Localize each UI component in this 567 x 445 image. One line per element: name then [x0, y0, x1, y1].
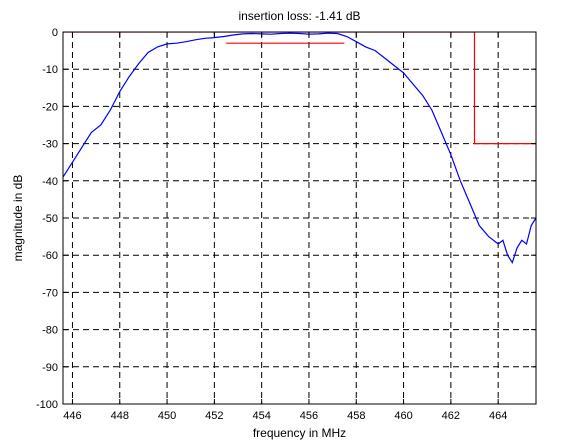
x-tick-label: 448: [111, 410, 129, 422]
series-layer: [63, 32, 536, 264]
series-stopband-mask-line: [63, 32, 536, 145]
y-tick-label: -90: [42, 362, 58, 374]
y-tick-label: -20: [42, 101, 58, 113]
series-response-line: [63, 32, 536, 264]
y-axis: 0 -10 -20 -30 -40 -50 -60 -70 -80 -90 -100: [36, 27, 536, 411]
x-axis-label: frequency in MHz: [253, 426, 346, 440]
x-tick-label: 452: [205, 410, 223, 422]
y-tick-label: -30: [42, 139, 58, 151]
chart-title: insertion loss: -1.41 dB: [238, 9, 360, 23]
x-tick-label: 456: [300, 410, 318, 422]
x-tick-label: 450: [158, 410, 176, 422]
y-tick-label: -10: [42, 64, 58, 76]
y-axis-label: magnitude in dB: [11, 175, 25, 262]
x-tick-label: 446: [63, 410, 81, 422]
y-tick-label: -50: [42, 213, 58, 225]
x-tick-label: 460: [394, 410, 412, 422]
y-tick-label: -70: [42, 287, 58, 299]
x-tick-label: 464: [489, 410, 507, 422]
y-tick-label: -60: [42, 250, 58, 262]
grid-lines: [63, 31, 536, 405]
x-tick-label: 454: [252, 410, 270, 422]
x-tick-label: 458: [347, 410, 365, 422]
y-tick-label: -100: [36, 399, 58, 411]
x-axis: 446 448 450 452 454 456 458 460 462 464: [63, 32, 507, 422]
y-tick-label: -80: [42, 325, 58, 337]
y-tick-label: 0: [52, 27, 58, 39]
y-tick-label: -40: [42, 176, 58, 188]
x-tick-label: 462: [442, 410, 460, 422]
